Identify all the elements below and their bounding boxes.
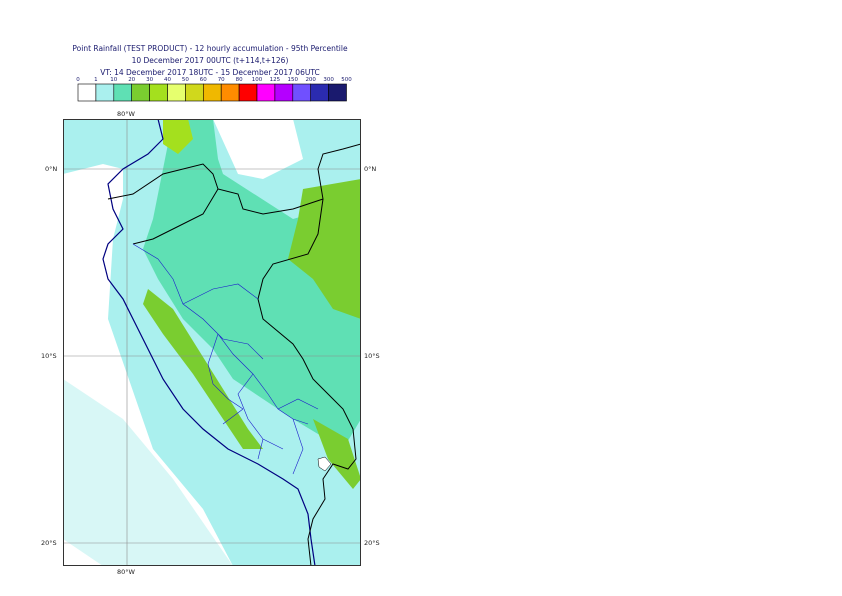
legend-swatch [256, 83, 276, 102]
legend-threshold-label: 200 [305, 77, 316, 83]
run-time: 10 December 2017 00UTC (t+114,t+126) [131, 56, 289, 65]
map-frame [63, 119, 361, 566]
legend-threshold-label: 125 [270, 77, 281, 83]
national-border [107, 143, 361, 566]
legend-threshold-label: 60 [200, 77, 207, 83]
rain-field-heavy-andes [143, 289, 263, 449]
legend-swatch [77, 83, 97, 102]
regional-borders [132, 243, 319, 475]
legend-threshold-label: 30 [146, 77, 153, 83]
legend-threshold-label: 40 [164, 77, 171, 83]
legend-swatch [167, 83, 186, 102]
legend-swatch [292, 83, 311, 102]
legend-swatch [274, 83, 294, 102]
legend-swatch [113, 83, 133, 102]
valid-time: VT: 14 December 2017 18UTC - 15 December… [100, 68, 320, 77]
legend-swatch [149, 83, 168, 102]
legend-threshold-label: 20 [128, 77, 135, 83]
rain-field-clear-patch [213, 119, 303, 179]
rain-field-heavy-south [313, 419, 361, 489]
lat-label-left-20s: 20°S [41, 539, 57, 547]
legend-swatch [185, 83, 204, 102]
rain-field-heavy-east [288, 179, 361, 319]
legend-threshold-label: 1 [94, 77, 98, 83]
lat-label-right-20s: 20°S [364, 539, 380, 547]
lat-label-right-10s: 10°S [364, 352, 380, 360]
legend-threshold-label: 10 [110, 77, 117, 83]
legend-threshold-label: 50 [182, 77, 189, 83]
legend-swatch [328, 83, 347, 102]
legend-swatch [220, 83, 240, 102]
lat-label-left-10s: 10°S [41, 352, 57, 360]
rain-field-ocean-patch [63, 379, 233, 566]
legend-threshold-label: 100 [252, 77, 263, 83]
legend-threshold-label: 80 [236, 77, 243, 83]
lat-label-right-0: 0°N [364, 165, 377, 173]
lon-label-bottom: 80°W [117, 568, 135, 576]
legend-threshold-label: 500 [341, 77, 352, 83]
chart-title: Point Rainfall (TEST PRODUCT) - 12 hourl… [72, 44, 348, 53]
legend-threshold-label: 300 [323, 77, 334, 83]
legend-threshold-label: 0 [76, 77, 80, 83]
rain-field-heavy-north [163, 119, 193, 154]
legend-swatch [131, 83, 150, 102]
legend-threshold-label: 150 [288, 77, 299, 83]
lon-label-top: 80°W [117, 110, 135, 118]
legend-swatch [310, 83, 329, 102]
rainfall-map [63, 119, 361, 566]
lat-label-left-0: 0°N [45, 165, 58, 173]
lake-titicaca [317, 456, 332, 472]
coastline [102, 119, 316, 566]
legend-swatch [95, 83, 115, 102]
legend-swatch [238, 83, 258, 102]
legend-swatch [203, 83, 222, 102]
legend-threshold-label: 70 [218, 77, 225, 83]
